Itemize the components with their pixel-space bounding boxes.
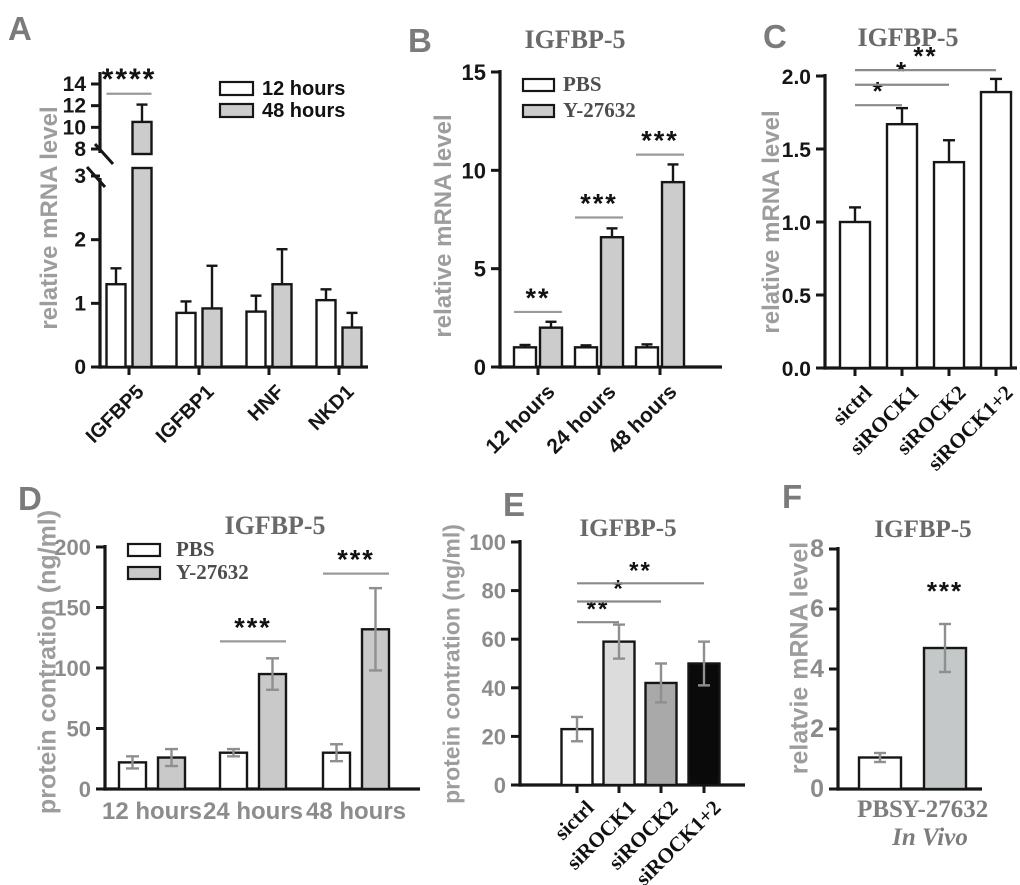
svg-text:*: * <box>613 576 624 603</box>
svg-text:10: 10 <box>63 116 86 139</box>
svg-text:0: 0 <box>474 355 486 380</box>
panel-e-title: IGFBP-5 <box>579 515 677 542</box>
panel-a-label: A <box>8 10 32 47</box>
svg-text:8: 8 <box>810 535 824 563</box>
panel-c-title: IGFBP-5 <box>857 23 959 52</box>
svg-text:6: 6 <box>810 595 824 623</box>
panel-b-ylabel: relative mRNA level <box>430 114 457 338</box>
svg-text:****: **** <box>102 63 157 96</box>
panel-c-label: C <box>763 18 787 55</box>
svg-text:PBS: PBS <box>176 537 215 561</box>
svg-text:**: ** <box>629 557 652 584</box>
svg-text:10: 10 <box>462 158 486 183</box>
svg-text:100: 100 <box>54 656 91 681</box>
svg-text:50: 50 <box>67 717 91 742</box>
panel-c-ylabel: relative mRNA level <box>758 110 785 334</box>
svg-text:150: 150 <box>54 596 91 621</box>
panel-b-label: B <box>408 22 432 59</box>
svg-text:3: 3 <box>74 165 86 188</box>
panel-e-chart: 020406080100*****sictrlsiROCK1siROCK2siR… <box>469 530 745 885</box>
svg-text:0.5: 0.5 <box>782 285 812 308</box>
svg-text:***: *** <box>641 126 679 156</box>
svg-text:40: 40 <box>482 676 506 701</box>
panel-d-ylabel: protein contration (ng/ml) <box>33 509 62 815</box>
svg-text:PBS: PBS <box>857 796 903 823</box>
svg-text:NKD1: NKD1 <box>304 381 358 435</box>
panel-d: 0 50 100 150 200 *** *** PBS Y-27632 12 hours 24 h… <box>0 478 460 885</box>
panel-f-ylabel: relatvie mRNA level <box>785 541 814 775</box>
svg-text:1.5: 1.5 <box>782 139 812 162</box>
svg-text:0: 0 <box>79 777 91 802</box>
svg-text:14: 14 <box>63 73 87 96</box>
svg-text:Y-27632: Y-27632 <box>176 560 249 584</box>
svg-text:0: 0 <box>74 356 86 379</box>
svg-text:2: 2 <box>74 229 86 252</box>
svg-text:12 hours: 12 hours <box>102 798 202 825</box>
svg-text:24 hours: 24 hours <box>203 798 303 825</box>
svg-text:***: *** <box>234 612 272 642</box>
panel-d-label: D <box>18 480 42 517</box>
svg-text:PBS: PBS <box>563 72 602 96</box>
svg-text:**: ** <box>913 41 937 71</box>
panel-b: 0 5 10 15 ** *** *** PBS Y-27632 12 hours 24 hours… <box>390 0 730 478</box>
svg-text:0: 0 <box>494 773 506 798</box>
svg-text:60: 60 <box>482 627 506 652</box>
svg-text:4: 4 <box>810 655 824 683</box>
panel-c: 0.00.51.01.52.0****sictrlsiROCK1siROCK2s… <box>730 0 1020 478</box>
svg-text:1.0: 1.0 <box>782 212 811 235</box>
panel-f: 0 2 4 6 8 *** PBS Y-27632 F IGFBP-5 relatvie mR… <box>770 478 1020 885</box>
svg-text:**: ** <box>587 596 610 623</box>
panel-a: 0 1 2 3 8 10 12 14 **** 12 hours 48 hours IGFBP5 IGF… <box>0 0 400 478</box>
panel-b-title: IGFBP-5 <box>524 25 626 54</box>
svg-text:0.0: 0.0 <box>782 358 811 381</box>
svg-text:***: *** <box>580 189 618 219</box>
panel-e: 0 20 40 60 80 100 ** * ** sictrl siROCK1 siROCK2 siR… <box>439 478 770 885</box>
svg-text:48 hours: 48 hours <box>262 100 345 122</box>
svg-text:*: * <box>872 76 884 106</box>
svg-text:IGFBP5: IGFBP5 <box>82 381 149 448</box>
svg-text:0: 0 <box>810 775 824 803</box>
panel-e-ylabel: protein contration (ng/ml) <box>438 524 465 804</box>
svg-text:2: 2 <box>810 715 824 743</box>
panel-f-label: F <box>782 478 803 515</box>
panel-d-title: IGFBP-5 <box>224 511 326 540</box>
svg-text:100: 100 <box>469 530 506 555</box>
svg-text:HNF: HNF <box>244 381 289 426</box>
svg-text:80: 80 <box>482 579 506 604</box>
svg-text:**: ** <box>525 283 550 313</box>
svg-text:IGFBP1: IGFBP1 <box>152 381 219 448</box>
svg-text:20: 20 <box>482 724 506 749</box>
svg-text:***: *** <box>927 576 963 606</box>
svg-text:Y-27632: Y-27632 <box>563 98 636 122</box>
svg-text:15: 15 <box>462 60 486 85</box>
panel-c-chart: 0.00.51.01.52.0****sictrlsiROCK1siROCK2s… <box>782 41 1018 475</box>
svg-text:***: *** <box>337 545 375 575</box>
panel-f-footnote: In Vivo <box>892 824 968 851</box>
panel-e-label: E <box>503 486 526 523</box>
panel-a-ylabel: relative mRNA level <box>36 106 63 330</box>
svg-text:5: 5 <box>474 257 486 282</box>
panel-f-title: IGFBP-5 <box>874 516 972 543</box>
svg-text:1: 1 <box>74 292 86 315</box>
svg-text:8: 8 <box>74 138 86 161</box>
svg-text:48 hours: 48 hours <box>306 798 406 825</box>
svg-text:Y-27632: Y-27632 <box>902 796 989 823</box>
svg-text:12: 12 <box>63 95 86 118</box>
svg-text:200: 200 <box>54 535 91 560</box>
svg-text:12 hours: 12 hours <box>262 78 345 100</box>
svg-text:2.0: 2.0 <box>782 66 811 89</box>
